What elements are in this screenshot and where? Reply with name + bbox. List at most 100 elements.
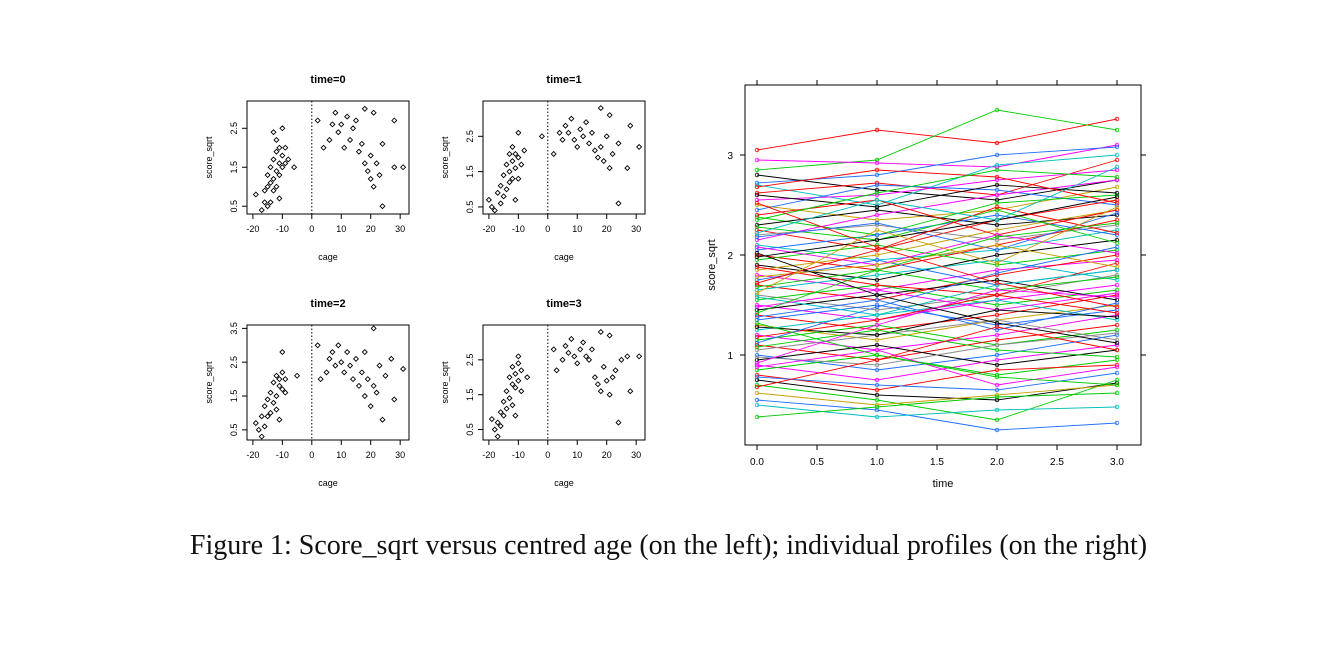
data-point <box>509 402 516 409</box>
profile-point <box>994 152 1000 158</box>
profile-line <box>756 379 1118 421</box>
x-tick-label: 10 <box>572 224 582 234</box>
data-point <box>521 147 528 154</box>
data-point <box>494 189 501 196</box>
profile-point <box>874 287 880 293</box>
scatter-panel-time-3: time=3 -20 -10 0 10 20 30 0.5 1.5 2.5 cage score_sq… <box>440 298 646 488</box>
profile-point <box>1114 257 1120 263</box>
x-tick-label: -20 <box>246 450 259 460</box>
x-tick-label: -10 <box>276 450 289 460</box>
data-point <box>491 207 498 214</box>
data-point <box>600 157 607 165</box>
profile-point <box>874 322 880 328</box>
profile-point <box>754 390 760 396</box>
data-point <box>503 186 510 193</box>
data-point <box>338 121 345 128</box>
plot-frame <box>482 100 646 215</box>
profile-point <box>874 392 880 398</box>
data-point <box>314 117 321 124</box>
profile-point <box>874 262 880 268</box>
profile-point <box>874 187 880 193</box>
data-point <box>577 126 584 133</box>
data-point <box>588 129 596 136</box>
profile-point <box>994 252 1000 258</box>
data-point <box>252 191 259 198</box>
data-point <box>603 133 610 140</box>
data-point <box>624 353 631 360</box>
profile-point <box>874 304 880 310</box>
profile-point <box>994 222 1000 228</box>
x-axis-label: cage <box>554 478 574 488</box>
profile-line <box>756 269 1118 291</box>
data-point <box>588 346 596 353</box>
data-point <box>379 140 386 147</box>
profile-point <box>754 310 760 316</box>
profile-line <box>756 118 1118 151</box>
profile-point <box>754 250 760 256</box>
data-point <box>347 136 354 144</box>
data-point <box>506 168 513 175</box>
data-point <box>344 349 351 356</box>
x-tick-label: 2.5 <box>1050 457 1064 468</box>
profile-line <box>756 344 1118 381</box>
data-point <box>506 374 513 381</box>
data-point <box>606 112 613 119</box>
profile-point <box>874 182 880 188</box>
panel-title: time=1 <box>546 74 581 86</box>
profile-point <box>754 227 760 233</box>
profile-point <box>754 384 760 390</box>
x-tick-label: 30 <box>395 224 405 234</box>
profile-line <box>756 299 1118 331</box>
x-tick-label: 20 <box>602 450 612 460</box>
data-point <box>282 160 289 167</box>
data-point <box>624 165 631 172</box>
profile-line <box>756 364 1118 391</box>
profile-point <box>1114 204 1120 210</box>
data-point <box>597 105 604 112</box>
data-point <box>515 175 522 182</box>
data-point <box>335 342 342 349</box>
profile-point <box>994 417 1000 423</box>
profile-point <box>1114 227 1120 233</box>
profile-line <box>756 269 1118 316</box>
profile-point <box>874 167 880 173</box>
profile-point <box>874 157 880 163</box>
profile-point <box>994 167 1000 173</box>
data-point <box>279 386 286 393</box>
data-point <box>255 426 262 433</box>
profile-point <box>754 294 760 300</box>
data-point <box>261 199 268 206</box>
data-point <box>627 388 634 395</box>
profile-line <box>756 239 1118 281</box>
data-point <box>524 374 531 381</box>
profile-line <box>756 284 1118 306</box>
data-point <box>497 200 504 207</box>
profile-point <box>994 197 1000 203</box>
profile-point <box>1114 194 1120 200</box>
profile-point <box>1114 327 1120 333</box>
profile-point <box>1114 192 1120 198</box>
data-point <box>276 160 283 167</box>
profile-point <box>1114 364 1120 370</box>
data-point <box>515 360 522 367</box>
data-point <box>577 346 584 353</box>
data-point <box>279 369 286 376</box>
data-point <box>276 195 283 202</box>
data-point <box>568 335 575 342</box>
profile-point <box>994 374 1000 380</box>
data-point <box>609 374 616 381</box>
data-point <box>497 182 504 189</box>
y-tick-label: 2.5 <box>229 356 239 369</box>
data-point <box>273 136 280 144</box>
x-tick-label: 20 <box>602 224 612 234</box>
data-point <box>553 367 560 374</box>
profile-point <box>1114 202 1120 208</box>
data-point <box>636 143 643 150</box>
profile-line <box>756 309 1118 336</box>
data-point <box>565 349 572 356</box>
y-axis-label: score_sqrt <box>204 361 214 404</box>
plot-frame <box>744 84 1142 446</box>
profile-point <box>874 312 880 318</box>
profile-point <box>754 290 760 296</box>
profile-point <box>994 337 1000 343</box>
